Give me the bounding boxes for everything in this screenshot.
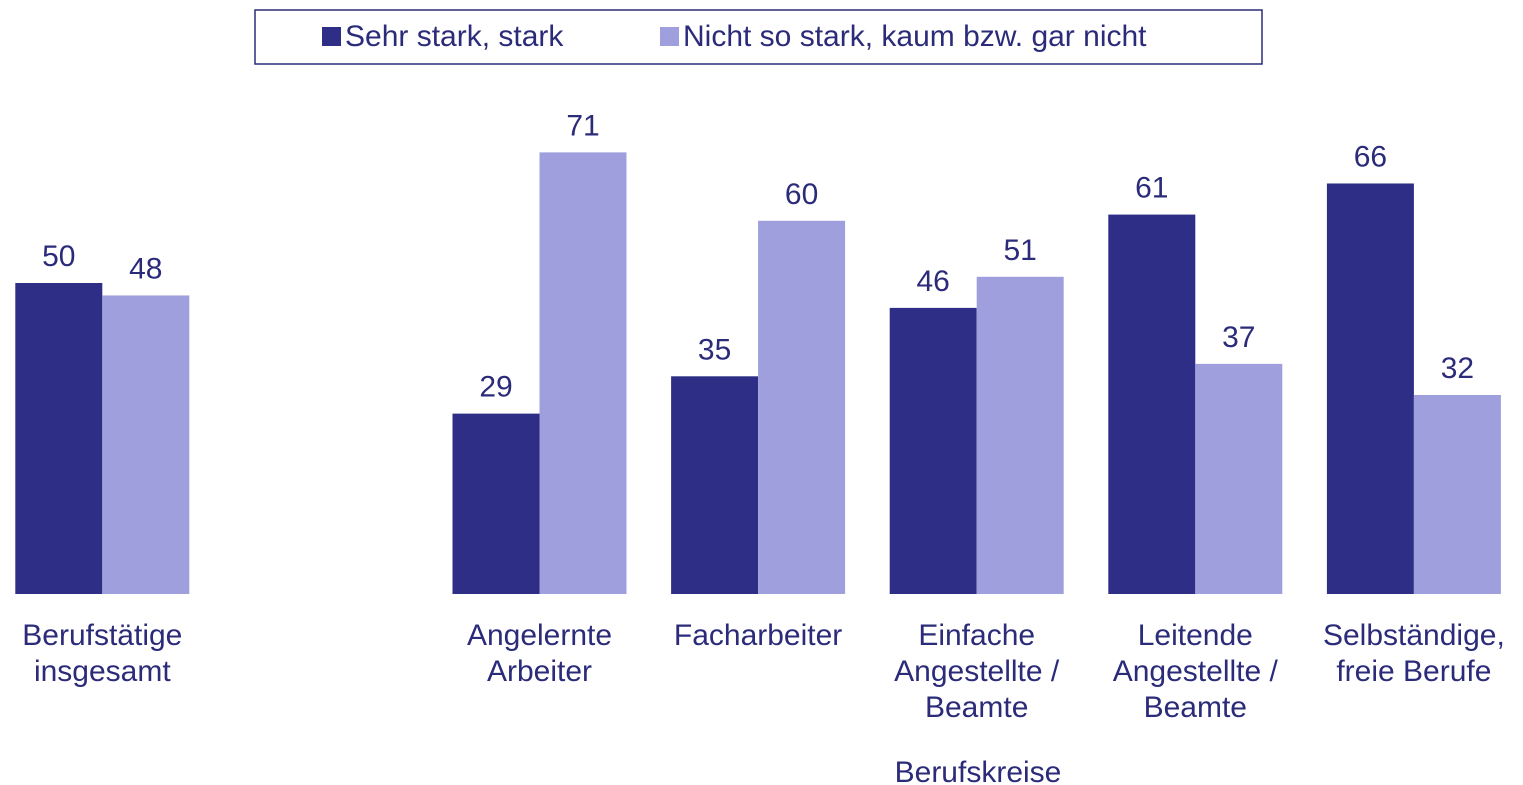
bar bbox=[1108, 214, 1196, 594]
data-label: 29 bbox=[479, 371, 512, 404]
bar bbox=[102, 295, 190, 594]
data-label: 60 bbox=[785, 178, 818, 211]
bar bbox=[1413, 394, 1501, 594]
data-label: 48 bbox=[129, 252, 162, 285]
data-label: 35 bbox=[698, 333, 731, 366]
legend-swatch bbox=[322, 27, 341, 46]
bar bbox=[671, 376, 759, 594]
data-label: 50 bbox=[42, 240, 75, 273]
data-label: 46 bbox=[917, 265, 950, 298]
legend-label: Sehr stark, stark bbox=[345, 20, 564, 53]
bar bbox=[889, 307, 977, 594]
data-label: 71 bbox=[566, 109, 599, 142]
bar bbox=[452, 413, 540, 594]
bar bbox=[539, 152, 627, 594]
x-axis-label: Berufskreise bbox=[894, 756, 1062, 785]
bar bbox=[1326, 183, 1414, 595]
data-label: 32 bbox=[1441, 352, 1474, 385]
legend-box bbox=[254, 9, 1263, 65]
x-tick-label: Berufstätige insgesamt bbox=[22, 619, 183, 688]
data-label: 61 bbox=[1135, 172, 1168, 205]
data-label: 37 bbox=[1222, 321, 1255, 354]
data-label: 66 bbox=[1354, 140, 1387, 173]
legend-label: Nicht so stark, kaum bzw. gar nicht bbox=[683, 20, 1147, 53]
bar bbox=[976, 276, 1064, 594]
x-tick-label: Leitende Angestellte / Beamte bbox=[1112, 619, 1278, 724]
data-label: 51 bbox=[1004, 234, 1037, 267]
x-tick-label: Einfache Angestellte / Beamte bbox=[894, 619, 1060, 724]
legend-swatch bbox=[660, 27, 679, 46]
bar bbox=[758, 220, 846, 595]
x-tick-label: Facharbeiter bbox=[673, 619, 843, 652]
x-tick-label: Selbständige, freie Berufe bbox=[1322, 619, 1505, 688]
x-tick-label: Angelernte Arbeiter bbox=[466, 619, 613, 688]
bar bbox=[15, 283, 103, 594]
bar bbox=[1195, 363, 1283, 594]
